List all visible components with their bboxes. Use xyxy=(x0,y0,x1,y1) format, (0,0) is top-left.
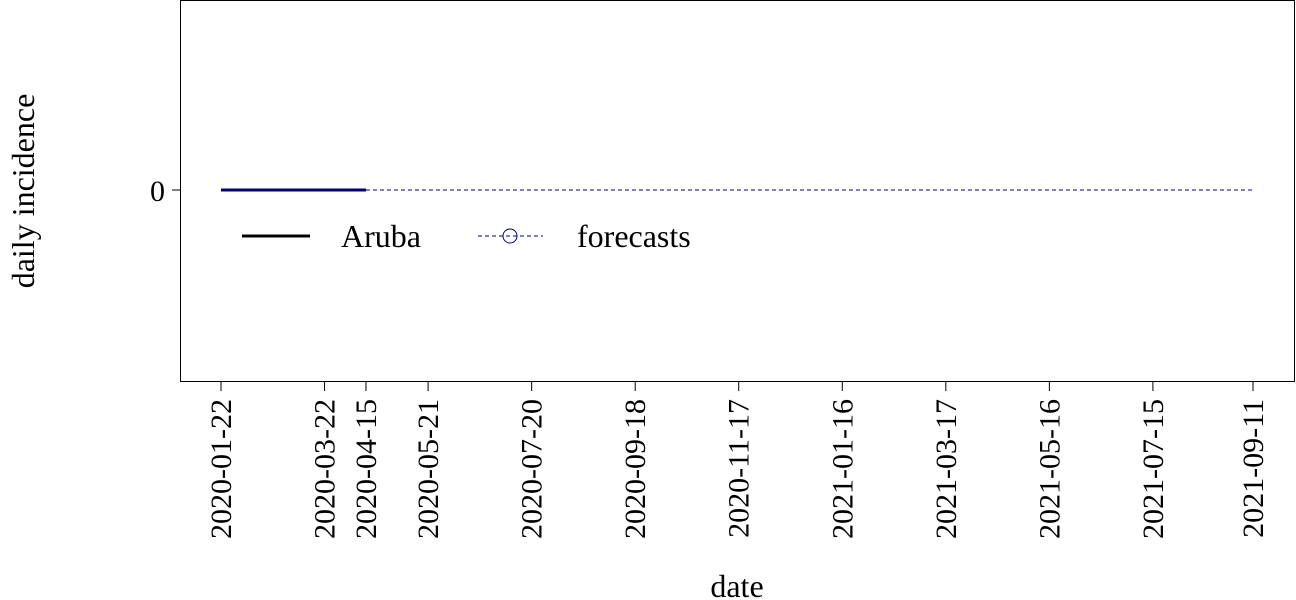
legend-label-aruba: Aruba xyxy=(341,218,421,254)
x-tick-label: 2021-03-17 xyxy=(930,399,963,539)
x-tick-label: 2020-11-17 xyxy=(723,399,756,538)
y-axis-title: daily incidence xyxy=(5,94,41,289)
legend-label-forecasts: forecasts xyxy=(577,218,691,254)
plot-frame xyxy=(180,0,1295,382)
x-tick-label: 2021-05-16 xyxy=(1033,399,1066,539)
y-axis: 0 xyxy=(150,175,181,208)
x-tick-label: 2021-07-15 xyxy=(1137,399,1170,539)
x-tick-label: 2021-01-16 xyxy=(826,399,859,539)
x-axis: 2020-01-22 2020-03-22 2020-04-15 2020-05-21… xyxy=(205,381,1270,539)
x-axis-title: date xyxy=(710,568,763,600)
x-tick-label: 2020-04-15 xyxy=(350,399,383,539)
x-tick-label: 2020-09-18 xyxy=(619,399,652,539)
x-tick-label: 2020-07-20 xyxy=(516,399,549,539)
x-tick-label: 2020-05-21 xyxy=(412,399,445,539)
y-tick-label: 0 xyxy=(150,175,165,208)
x-tick-label: 2020-01-22 xyxy=(205,399,238,539)
legend: Aruba forecasts xyxy=(242,218,691,254)
legend-marker-forecasts xyxy=(502,228,518,244)
x-tick-label: 2020-03-22 xyxy=(309,399,342,539)
x-tick-label: 2021-09-11 xyxy=(1237,399,1270,538)
